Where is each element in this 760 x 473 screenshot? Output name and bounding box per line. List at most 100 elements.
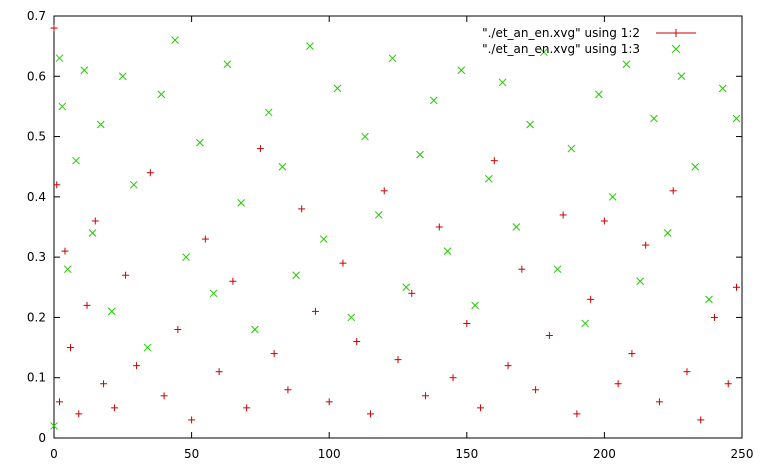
legend-marker-series-1 — [656, 29, 696, 37]
data-point — [129, 180, 138, 189]
data-point — [581, 319, 589, 328]
data-point — [484, 174, 493, 183]
plot-frame — [53, 15, 743, 439]
data-point — [587, 295, 595, 303]
data-point — [196, 138, 204, 147]
data-point — [88, 229, 97, 237]
data-point — [75, 410, 83, 418]
data-point — [215, 368, 223, 376]
data-point — [284, 386, 292, 394]
data-point — [732, 283, 740, 291]
data-point — [243, 404, 251, 412]
data-point — [333, 84, 342, 93]
data-point — [595, 90, 603, 99]
data-point — [435, 223, 443, 231]
data-point — [429, 96, 438, 105]
data-point — [422, 392, 430, 400]
legend: "./et_an_en.xvg" using 1:2 "./et_an_en.x… — [482, 26, 696, 56]
data-point — [96, 120, 105, 129]
y-tick-label: 0.3 — [27, 250, 46, 264]
data-point — [91, 217, 99, 225]
data-point — [50, 24, 58, 32]
data-point — [256, 145, 264, 153]
data-point — [540, 48, 548, 57]
y-tick-label: 0 — [38, 431, 46, 445]
data-point — [636, 277, 645, 286]
data-point — [133, 362, 141, 370]
y-tick-label: 0.4 — [27, 190, 46, 204]
data-point — [710, 313, 718, 321]
x-tick-label: 200 — [593, 447, 616, 461]
x-tick-label: 50 — [184, 447, 199, 461]
x-tick-label: 150 — [455, 447, 478, 461]
data-point — [209, 289, 218, 298]
data-point — [697, 416, 705, 424]
legend-label-series-1: "./et_an_en.xvg" using 1:2 — [482, 26, 640, 40]
data-point — [118, 72, 127, 81]
data-point — [67, 344, 75, 352]
series-1 — [50, 24, 740, 424]
data-point — [691, 162, 700, 171]
legend-label-series-2: "./et_an_en.xvg" using 1:3 — [482, 42, 640, 56]
data-point — [311, 307, 319, 315]
data-point — [608, 193, 617, 201]
data-point — [339, 259, 347, 267]
data-point — [504, 362, 512, 370]
y-tick-label: 0.6 — [27, 69, 46, 83]
data-point — [55, 54, 64, 63]
data-point — [518, 265, 526, 273]
data-point — [361, 132, 369, 141]
data-point — [83, 301, 91, 309]
data-point — [298, 205, 306, 213]
data-point — [553, 265, 562, 274]
data-point — [100, 380, 108, 388]
data-point — [669, 187, 677, 195]
x-tick-label: 100 — [318, 447, 341, 461]
data-point — [642, 241, 650, 249]
data-point — [732, 114, 741, 123]
data-point — [622, 60, 631, 69]
x-tick-label: 0 — [50, 447, 58, 461]
data-point — [394, 356, 402, 364]
data-point — [650, 114, 658, 123]
data-point — [157, 90, 166, 99]
data-point — [61, 247, 69, 255]
y-tick-label: 0.5 — [27, 130, 46, 144]
data-point — [201, 235, 209, 243]
series-2 — [50, 36, 741, 430]
legend-marker-series-2 — [671, 44, 681, 54]
data-point — [402, 283, 411, 292]
y-axis-ticks: 0 0.1 0.2 0.3 0.4 0.5 0.6 0.7 — [27, 9, 742, 445]
data-point — [292, 271, 301, 280]
data-point — [111, 404, 119, 412]
data-point — [628, 350, 636, 358]
data-point — [600, 217, 608, 225]
data-point — [724, 380, 732, 388]
data-point — [306, 42, 314, 50]
data-point — [160, 392, 168, 400]
data-point — [567, 144, 576, 153]
data-point — [416, 150, 424, 159]
data-point — [325, 398, 333, 406]
data-point — [532, 386, 540, 394]
data-point — [146, 169, 154, 177]
data-series-layer — [50, 24, 741, 430]
data-point — [182, 253, 190, 261]
data-point — [72, 156, 80, 165]
data-point — [463, 319, 471, 327]
data-point — [663, 229, 672, 237]
data-point — [512, 223, 521, 231]
data-point — [471, 301, 479, 310]
data-point — [251, 325, 259, 334]
data-point — [705, 295, 713, 304]
data-point — [559, 211, 567, 219]
data-point — [677, 72, 686, 81]
data-point — [380, 187, 388, 195]
data-point — [63, 265, 72, 274]
data-point — [122, 271, 130, 279]
data-point — [498, 78, 507, 87]
data-point — [718, 84, 727, 93]
data-point — [50, 422, 58, 430]
y-tick-label: 0.7 — [27, 9, 46, 23]
